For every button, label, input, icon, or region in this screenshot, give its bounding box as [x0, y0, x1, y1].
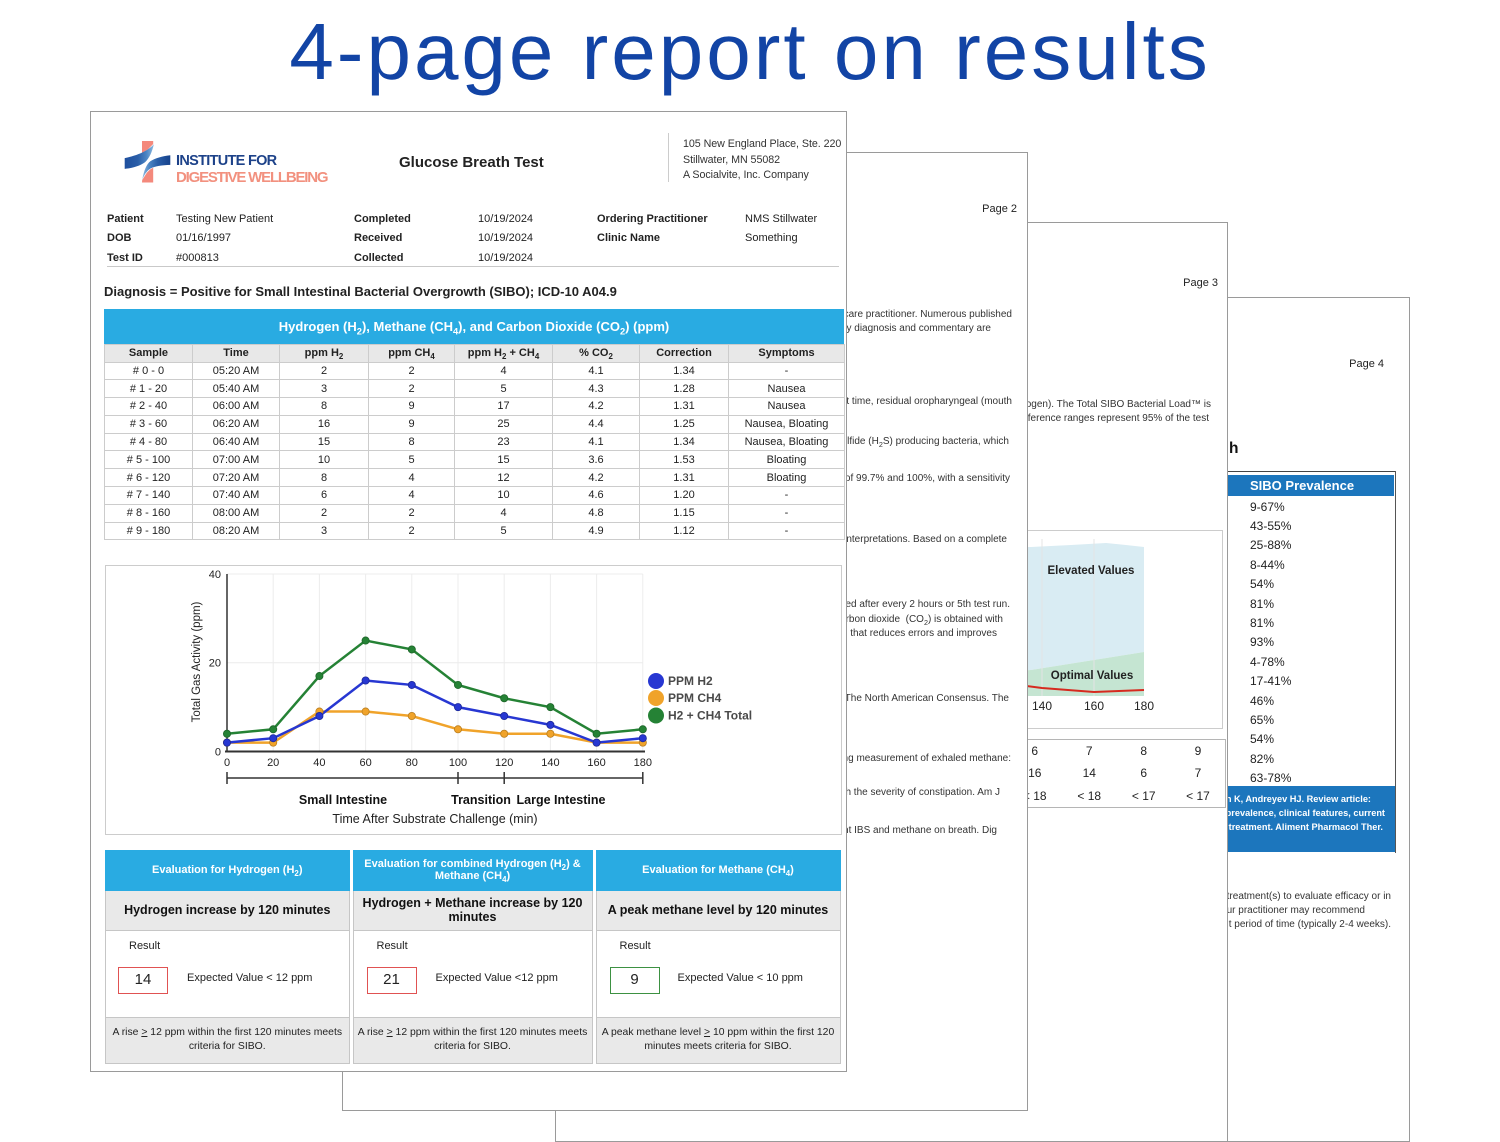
svg-text:180: 180	[634, 757, 652, 769]
svg-text:Transition: Transition	[451, 793, 511, 807]
svg-text:160: 160	[587, 757, 605, 769]
svg-text:Optimal Values: Optimal Values	[1051, 670, 1133, 682]
svg-text:40: 40	[313, 757, 325, 769]
svg-text:80: 80	[406, 757, 418, 769]
svg-text:H2 + CH4 Total: H2 + CH4 Total	[668, 708, 752, 722]
svg-text:40: 40	[209, 569, 221, 581]
svg-text:PPM H2: PPM H2	[668, 674, 713, 688]
svg-text:Large Intestine: Large Intestine	[517, 793, 606, 807]
svg-text:Elevated Values: Elevated Values	[1048, 565, 1135, 577]
svg-text:140: 140	[541, 757, 559, 769]
svg-text:0: 0	[215, 746, 221, 758]
svg-text:PPM CH4: PPM CH4	[668, 691, 722, 705]
svg-text:160: 160	[1084, 699, 1104, 713]
svg-text:0: 0	[224, 757, 230, 769]
svg-text:20: 20	[209, 657, 221, 669]
svg-text:100: 100	[449, 757, 467, 769]
svg-text:Time After Substrate Challenge: Time After Substrate Challenge (min)	[332, 812, 537, 826]
svg-text:60: 60	[359, 757, 371, 769]
svg-text:Small Intestine: Small Intestine	[299, 793, 387, 807]
svg-text:20: 20	[267, 757, 279, 769]
svg-text:120: 120	[495, 757, 513, 769]
svg-text:140: 140	[1032, 699, 1052, 713]
svg-text:Total Gas Activity (ppm): Total Gas Activity (ppm)	[191, 601, 203, 722]
svg-text:180: 180	[1134, 699, 1154, 713]
